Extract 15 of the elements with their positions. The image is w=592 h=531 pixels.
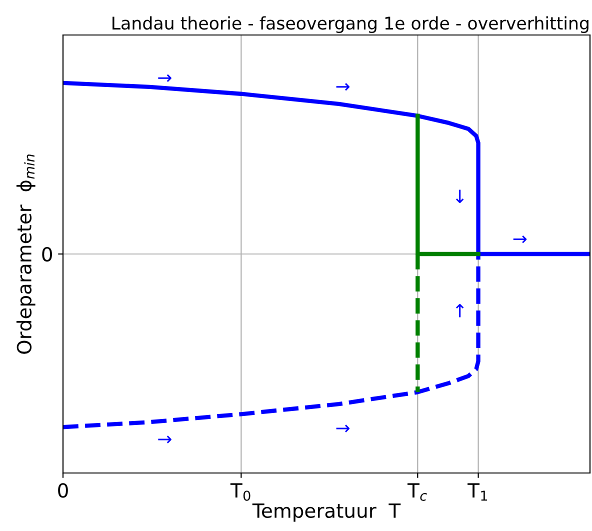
x-tick-label: T$_{0}$	[230, 483, 250, 501]
annotation: ↑	[456, 304, 464, 318]
text: 0	[42, 246, 52, 262]
x-tick-label: T$_{1}$	[468, 483, 488, 501]
annotation: →	[336, 424, 350, 432]
text: →	[158, 74, 172, 82]
x-axis-title: Temperatuur T	[252, 504, 401, 522]
text: →	[158, 436, 172, 444]
chart-title: Landau theorie - faseovergang 1e orde - oververhitting	[112, 16, 588, 34]
annotation: →	[336, 83, 350, 91]
x-tick-label: 0	[58, 483, 68, 498]
x-tick-label: T$_{c}$	[407, 483, 427, 501]
y-axis-title: Ordeparameter ϕ$_{min}$	[16, 154, 36, 354]
annotation: →	[513, 235, 527, 244]
annotation: ↓	[456, 190, 464, 203]
